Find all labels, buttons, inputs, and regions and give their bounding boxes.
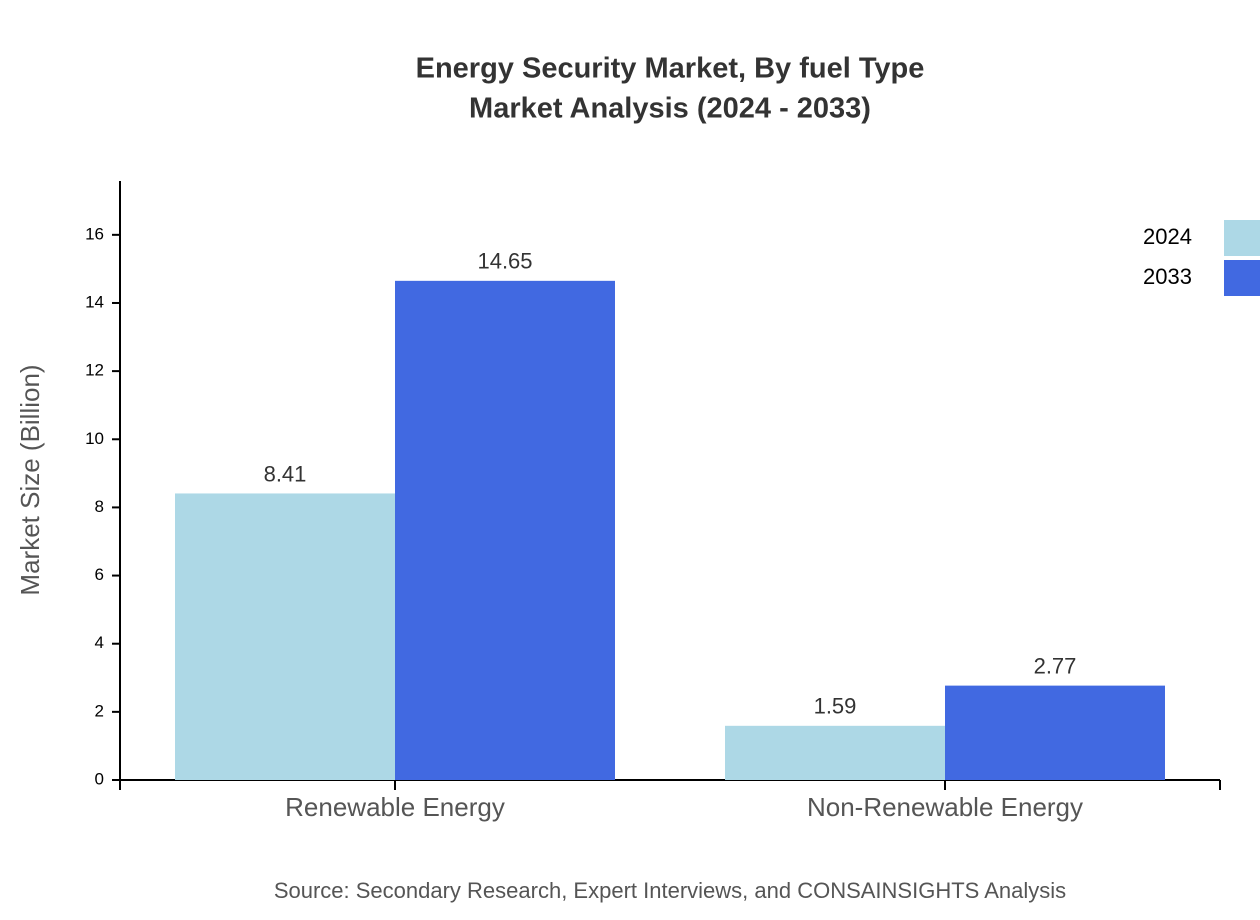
y-tick-label: 2 — [95, 701, 104, 720]
y-tick-label: 12 — [85, 361, 104, 380]
bar — [945, 685, 1165, 780]
y-tick-label: 10 — [85, 429, 104, 448]
x-tick-label: Renewable Energy — [285, 792, 505, 822]
value-label: 14.65 — [477, 249, 532, 274]
y-tick-label: 4 — [95, 633, 104, 652]
bar — [725, 725, 945, 780]
bar — [395, 280, 615, 780]
y-tick-label: 8 — [95, 497, 104, 516]
y-tick-label: 16 — [85, 224, 104, 243]
value-label: 8.41 — [264, 461, 307, 486]
y-axis-label: Market Size (Billion) — [15, 364, 45, 595]
legend-label: 2024 — [1143, 224, 1192, 249]
bar — [175, 493, 395, 780]
chart-title: Energy Security Market, By fuel Type — [416, 53, 925, 85]
value-label: 1.59 — [814, 694, 857, 719]
y-tick-label: 0 — [95, 769, 104, 788]
y-tick-label: 6 — [95, 565, 104, 584]
value-label: 2.77 — [1034, 653, 1077, 678]
source-note: Source: Secondary Research, Expert Inter… — [274, 878, 1066, 903]
legend-swatch — [1224, 260, 1260, 296]
legend-label: 2033 — [1143, 264, 1192, 289]
legend-swatch — [1224, 220, 1260, 256]
y-tick-label: 14 — [85, 292, 104, 311]
x-tick-label: Non-Renewable Energy — [807, 792, 1083, 822]
chart-subtitle: Market Analysis (2024 - 2033) — [469, 93, 871, 125]
